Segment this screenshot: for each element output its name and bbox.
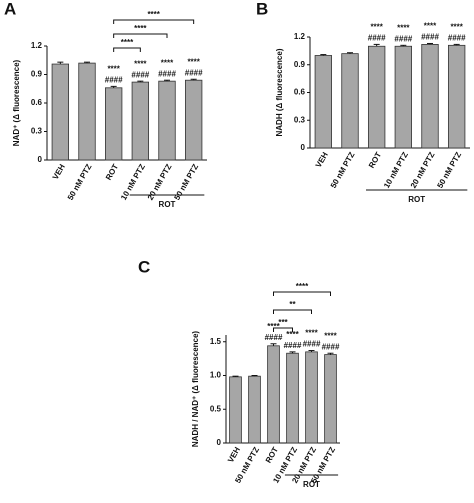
y-tick-label: 0.3 <box>31 127 43 136</box>
panel-label: C <box>138 257 150 276</box>
bracket <box>273 291 331 296</box>
bracket <box>273 327 293 332</box>
y-axis-label: NADH / NAD⁺ (Δ fluorescence) <box>191 331 200 448</box>
hash-label: #### <box>394 34 412 43</box>
bracket-label: **** <box>121 38 134 47</box>
bar <box>367 45 386 149</box>
bracket-label: **** <box>296 282 309 291</box>
star-label: **** <box>107 64 120 73</box>
bar <box>314 55 333 149</box>
hash-label: #### <box>131 70 149 79</box>
x-tick-label: 20 nM PTZ <box>409 150 437 189</box>
bracket-label: *** <box>278 318 288 327</box>
hash-label: #### <box>303 340 321 349</box>
x-tick-label: 50 nM PTZ <box>329 150 357 189</box>
y-tick-label: 0 <box>301 143 306 152</box>
x-tick-label: ROT <box>367 150 383 169</box>
hash-label: #### <box>105 75 123 84</box>
x-tick-label: ROT <box>104 162 120 181</box>
bar <box>229 376 242 444</box>
hash-label: #### <box>421 33 439 42</box>
hash-label: #### <box>284 341 302 350</box>
star-label: **** <box>450 23 463 32</box>
x-tick-label: 10 nM PTZ <box>119 162 147 201</box>
group-label: ROT <box>408 195 425 204</box>
bracket <box>113 33 168 38</box>
bar <box>105 87 123 161</box>
bracket-label: ** <box>289 300 296 309</box>
bar <box>131 81 149 161</box>
y-tick-label: 1.2 <box>294 32 306 41</box>
x-tick-label: VEH <box>314 150 330 169</box>
x-tick-label: VEH <box>226 445 242 464</box>
bar <box>286 352 299 444</box>
y-tick-label: 1.0 <box>210 371 222 380</box>
y-tick-label: 0.6 <box>31 98 43 107</box>
y-tick-label: 0.3 <box>294 115 306 124</box>
bar <box>267 345 280 444</box>
x-tick-label: 50 nM PTZ <box>172 162 200 201</box>
hash-label: #### <box>322 342 340 351</box>
y-tick-label: 0.5 <box>210 404 222 413</box>
bar <box>324 354 337 444</box>
x-tick-label: ROT <box>264 445 280 464</box>
star-label: **** <box>267 322 280 331</box>
bar <box>51 63 69 161</box>
star-label: **** <box>324 331 337 340</box>
star-label: **** <box>161 58 174 67</box>
hash-label: #### <box>185 68 203 77</box>
x-tick-label: VEH <box>51 162 67 181</box>
bar <box>248 375 261 444</box>
star-label: **** <box>370 23 383 32</box>
y-tick-label: 0.9 <box>31 70 43 79</box>
y-tick-label: 0.6 <box>294 88 306 97</box>
hash-label: #### <box>448 34 466 43</box>
bar <box>394 45 413 149</box>
bracket <box>113 47 141 52</box>
star-label: **** <box>134 59 147 68</box>
bar <box>421 44 439 149</box>
bar <box>184 79 203 161</box>
panel-label: B <box>256 0 268 18</box>
x-tick-label: 50 nM PTZ <box>66 162 94 201</box>
star-label: **** <box>187 57 200 66</box>
y-tick-label: 1.5 <box>210 337 222 346</box>
bar <box>158 80 176 161</box>
bar <box>341 53 359 149</box>
bar <box>447 44 466 149</box>
y-axis-label: NADH (Δ fluorescence) <box>275 48 284 136</box>
hash-label: #### <box>158 69 176 78</box>
group-label: ROT <box>159 200 176 209</box>
x-tick-label: 50 nM PTZ <box>435 150 463 189</box>
y-tick-label: 0 <box>38 155 43 164</box>
y-tick-label: 1.2 <box>31 41 43 50</box>
hash-label: #### <box>368 34 386 43</box>
bracket <box>273 309 312 314</box>
y-tick-label: 0 <box>217 438 222 447</box>
star-label: **** <box>305 329 318 338</box>
bracket-label: **** <box>134 24 147 33</box>
star-label: **** <box>424 22 437 31</box>
x-tick-label: 20 nM PTZ <box>146 162 174 201</box>
bar <box>78 62 96 161</box>
y-axis-label: NAD⁺ (Δ fluorescence) <box>12 59 21 146</box>
group-label: ROT <box>303 480 320 489</box>
bar <box>305 351 318 444</box>
bracket <box>113 19 195 24</box>
bracket-label: **** <box>147 10 160 19</box>
panel-label: A <box>4 0 16 18</box>
star-label: **** <box>397 23 410 32</box>
star-label: **** <box>286 330 299 339</box>
hash-label: #### <box>265 333 283 342</box>
x-tick-label: 10 nM PTZ <box>382 150 410 189</box>
y-tick-label: 0.9 <box>294 60 306 69</box>
